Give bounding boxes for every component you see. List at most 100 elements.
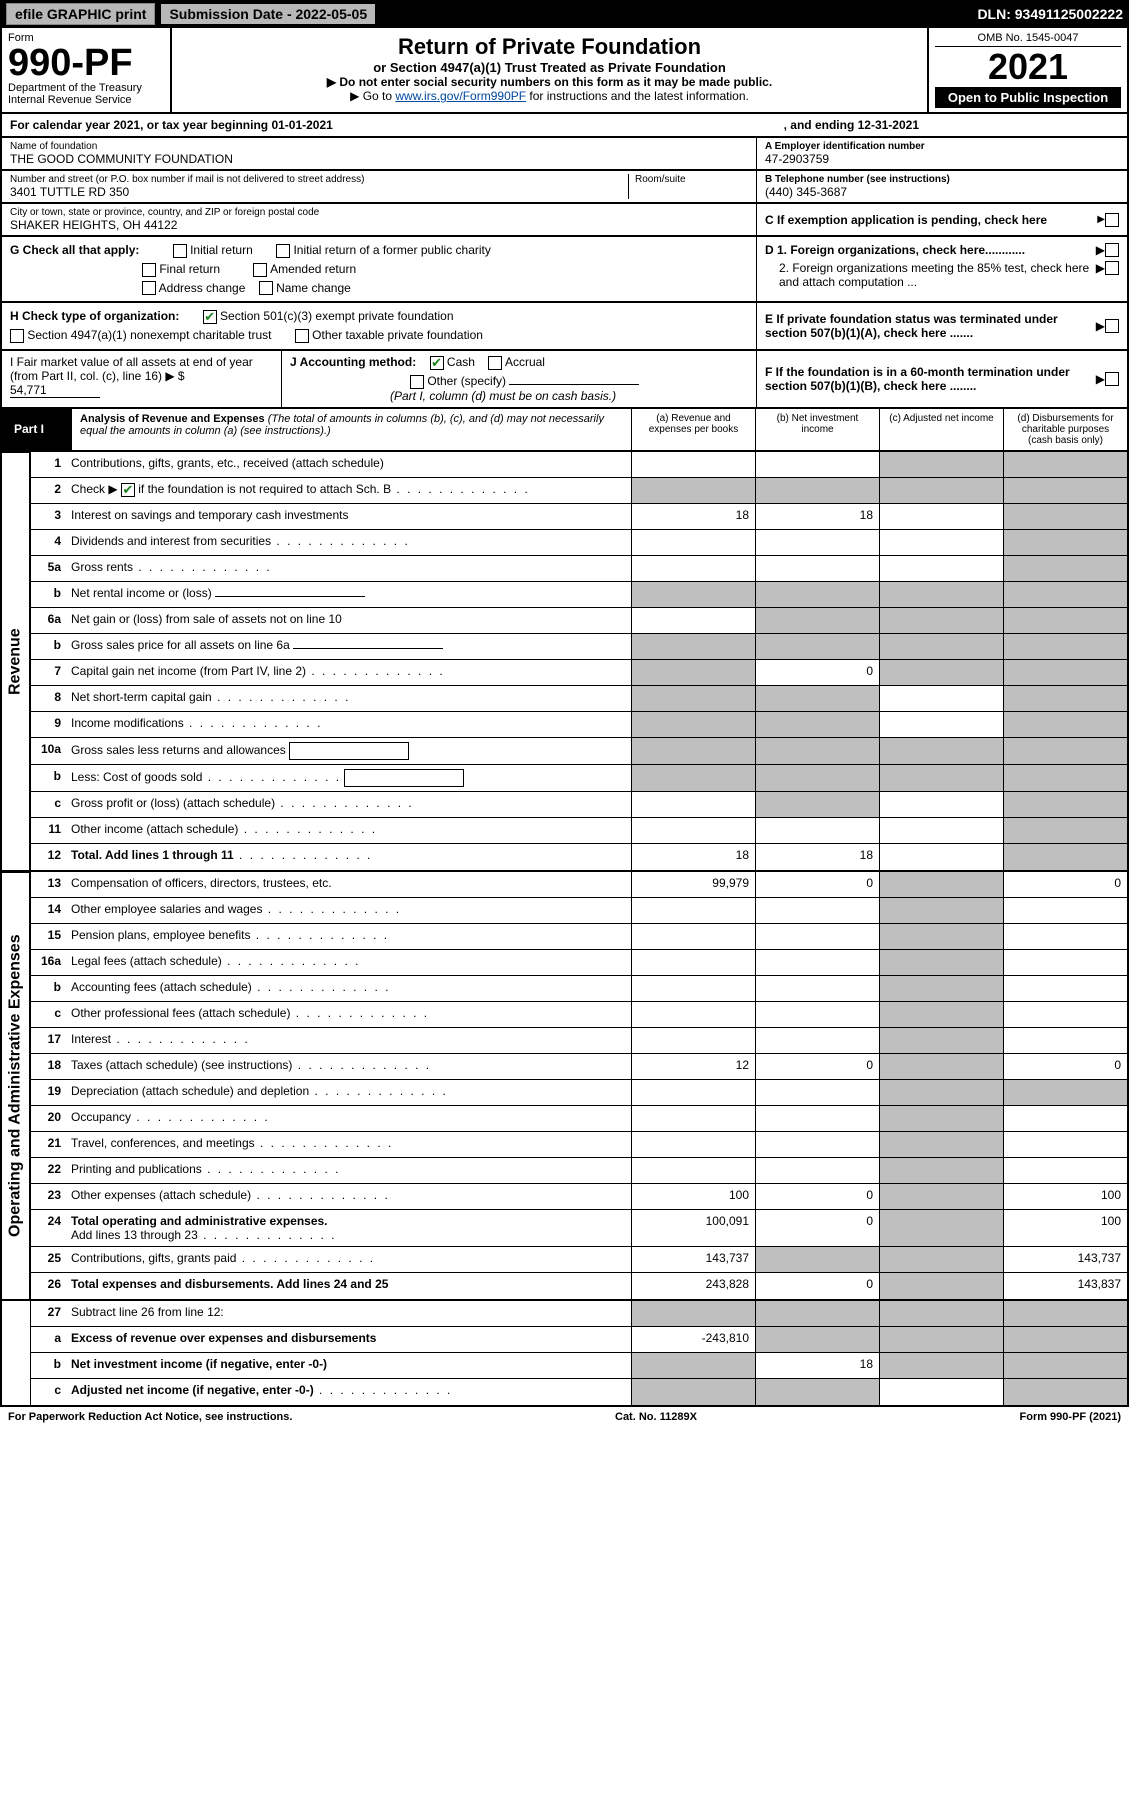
rownum-r8: 8	[31, 686, 65, 711]
rowdesc-r16a: Legal fees (attach schedule)	[65, 950, 631, 975]
rownum-r20: 20	[31, 1106, 65, 1131]
cell-r6a-a	[631, 608, 755, 633]
cell-r4-b	[755, 530, 879, 555]
h-other-checkbox[interactable]	[295, 329, 309, 343]
irs-link[interactable]: www.irs.gov/Form990PF	[395, 89, 526, 103]
inline-box[interactable]	[289, 742, 409, 760]
cell-r27-b	[755, 1301, 879, 1326]
rowdesc-r6a: Net gain or (loss) from sale of assets n…	[65, 608, 631, 633]
foundation-name: THE GOOD COMMUNITY FOUNDATION	[10, 152, 748, 166]
cell-r21-a	[631, 1132, 755, 1157]
cell-r14-d4	[1003, 898, 1127, 923]
row-r20: 20 Occupancy	[30, 1106, 1127, 1132]
cell-r9-d4	[1003, 712, 1127, 737]
row-r3: 3 Interest on savings and temporary cash…	[30, 504, 1127, 530]
rownum-r3: 3	[31, 504, 65, 529]
cell-r20-a	[631, 1106, 755, 1131]
rowdesc-r22: Printing and publications	[65, 1158, 631, 1183]
j-label: J Accounting method:	[290, 355, 416, 369]
col-c-head: (c) Adjusted net income	[879, 409, 1003, 450]
g-final-checkbox[interactable]	[142, 263, 156, 277]
e-checkbox[interactable]	[1105, 319, 1119, 333]
cell-r5a-b	[755, 556, 879, 581]
j-cash-checkbox[interactable]	[430, 356, 444, 370]
row-r23: 23 Other expenses (attach schedule) 1000…	[30, 1184, 1127, 1210]
irs-label: Internal Revenue Service	[8, 94, 164, 106]
row-r27a: a Excess of revenue over expenses and di…	[30, 1327, 1127, 1353]
rownum-r1: 1	[31, 452, 65, 477]
room-label: Room/suite	[635, 174, 748, 185]
g-label: G Check all that apply:	[10, 243, 139, 257]
rowdesc-r12: Total. Add lines 1 through 11	[65, 844, 631, 870]
g-name-checkbox[interactable]	[259, 281, 273, 295]
row-r27: 27 Subtract line 26 from line 12:	[30, 1301, 1127, 1327]
cell-r10b-d4	[1003, 765, 1127, 791]
address-value: 3401 TUTTLE RD 350	[10, 185, 628, 199]
j-other-checkbox[interactable]	[410, 375, 424, 389]
row-r11: 11 Other income (attach schedule)	[30, 818, 1127, 844]
row-r17: 17 Interest	[30, 1028, 1127, 1054]
cell-r1-a	[631, 452, 755, 477]
row-r16b: b Accounting fees (attach schedule)	[30, 976, 1127, 1002]
c-checkbox[interactable]	[1105, 213, 1119, 227]
inline-line[interactable]	[215, 596, 365, 597]
rownum-r5b: b	[31, 582, 65, 607]
rownum-r27b: b	[31, 1353, 65, 1378]
col-d-head: (d) Disbursements for charitable purpose…	[1003, 409, 1127, 450]
col-a-head: (a) Revenue and expenses per books	[631, 409, 755, 450]
schb-checkbox[interactable]	[121, 483, 135, 497]
d2-checkbox[interactable]	[1105, 261, 1119, 275]
expenses-section: Operating and Administrative Expenses 13…	[0, 872, 1129, 1301]
rowdesc-r10b: Less: Cost of goods sold	[65, 765, 631, 791]
cell-r25-d4: 143,737	[1003, 1247, 1127, 1272]
cell-r17-a	[631, 1028, 755, 1053]
cell-r24-a: 100,091	[631, 1210, 755, 1246]
note2-suffix: for instructions and the latest informat…	[529, 89, 748, 103]
row-r26: 26 Total expenses and disbursements. Add…	[30, 1273, 1127, 1299]
cell-r27a-c	[879, 1327, 1003, 1352]
rownum-r11: 11	[31, 818, 65, 843]
efile-print-button[interactable]: efile GRAPHIC print	[6, 3, 155, 25]
dept-treasury: Department of the Treasury	[8, 82, 164, 94]
rowdesc-r10c: Gross profit or (loss) (attach schedule)	[65, 792, 631, 817]
j-accrual-checkbox[interactable]	[488, 356, 502, 370]
inline-line[interactable]	[293, 648, 443, 649]
form-note-link: ▶ Go to www.irs.gov/Form990PF for instru…	[182, 89, 917, 103]
g-initial-former-checkbox[interactable]	[276, 244, 290, 258]
rownum-r13: 13	[31, 872, 65, 897]
cell-r4-a	[631, 530, 755, 555]
f-checkbox[interactable]	[1105, 372, 1119, 386]
i-label: I Fair market value of all assets at end…	[10, 355, 253, 383]
rowdesc-r15: Pension plans, employee benefits	[65, 924, 631, 949]
inline-box[interactable]	[344, 769, 464, 787]
rowdesc-r5a: Gross rents	[65, 556, 631, 581]
d1-checkbox[interactable]	[1105, 243, 1119, 257]
g-initial-checkbox[interactable]	[173, 244, 187, 258]
form-number: 990-PF	[8, 44, 164, 82]
rownum-r12: 12	[31, 844, 65, 870]
cell-r27-a	[631, 1301, 755, 1326]
form-header-left: Form 990-PF Department of the Treasury I…	[2, 28, 172, 112]
cell-r26-a: 243,828	[631, 1273, 755, 1299]
name-label: Name of foundation	[10, 141, 748, 152]
j-other-input[interactable]	[509, 384, 639, 385]
cell-r5b-d4	[1003, 582, 1127, 607]
cell-r11-d4	[1003, 818, 1127, 843]
rownum-r16c: c	[31, 1002, 65, 1027]
j-block: J Accounting method: Cash Accrual Other …	[282, 351, 757, 407]
cell-r14-c	[879, 898, 1003, 923]
h-501c3-checkbox[interactable]	[203, 310, 217, 324]
g-address-checkbox[interactable]	[142, 281, 156, 295]
row-r18: 18 Taxes (attach schedule) (see instruct…	[30, 1054, 1127, 1080]
omb-number: OMB No. 1545-0047	[935, 32, 1121, 47]
cell-r23-a: 100	[631, 1184, 755, 1209]
rowdesc-r17: Interest	[65, 1028, 631, 1053]
form-title: Return of Private Foundation	[182, 34, 917, 60]
row-r16a: 16a Legal fees (attach schedule)	[30, 950, 1127, 976]
d2-label: 2. Foreign organizations meeting the 85%…	[765, 261, 1096, 289]
h-4947-checkbox[interactable]	[10, 329, 24, 343]
j-cash: Cash	[447, 355, 475, 369]
g-amended-checkbox[interactable]	[253, 263, 267, 277]
cell-r9-c	[879, 712, 1003, 737]
cell-r18-c	[879, 1054, 1003, 1079]
